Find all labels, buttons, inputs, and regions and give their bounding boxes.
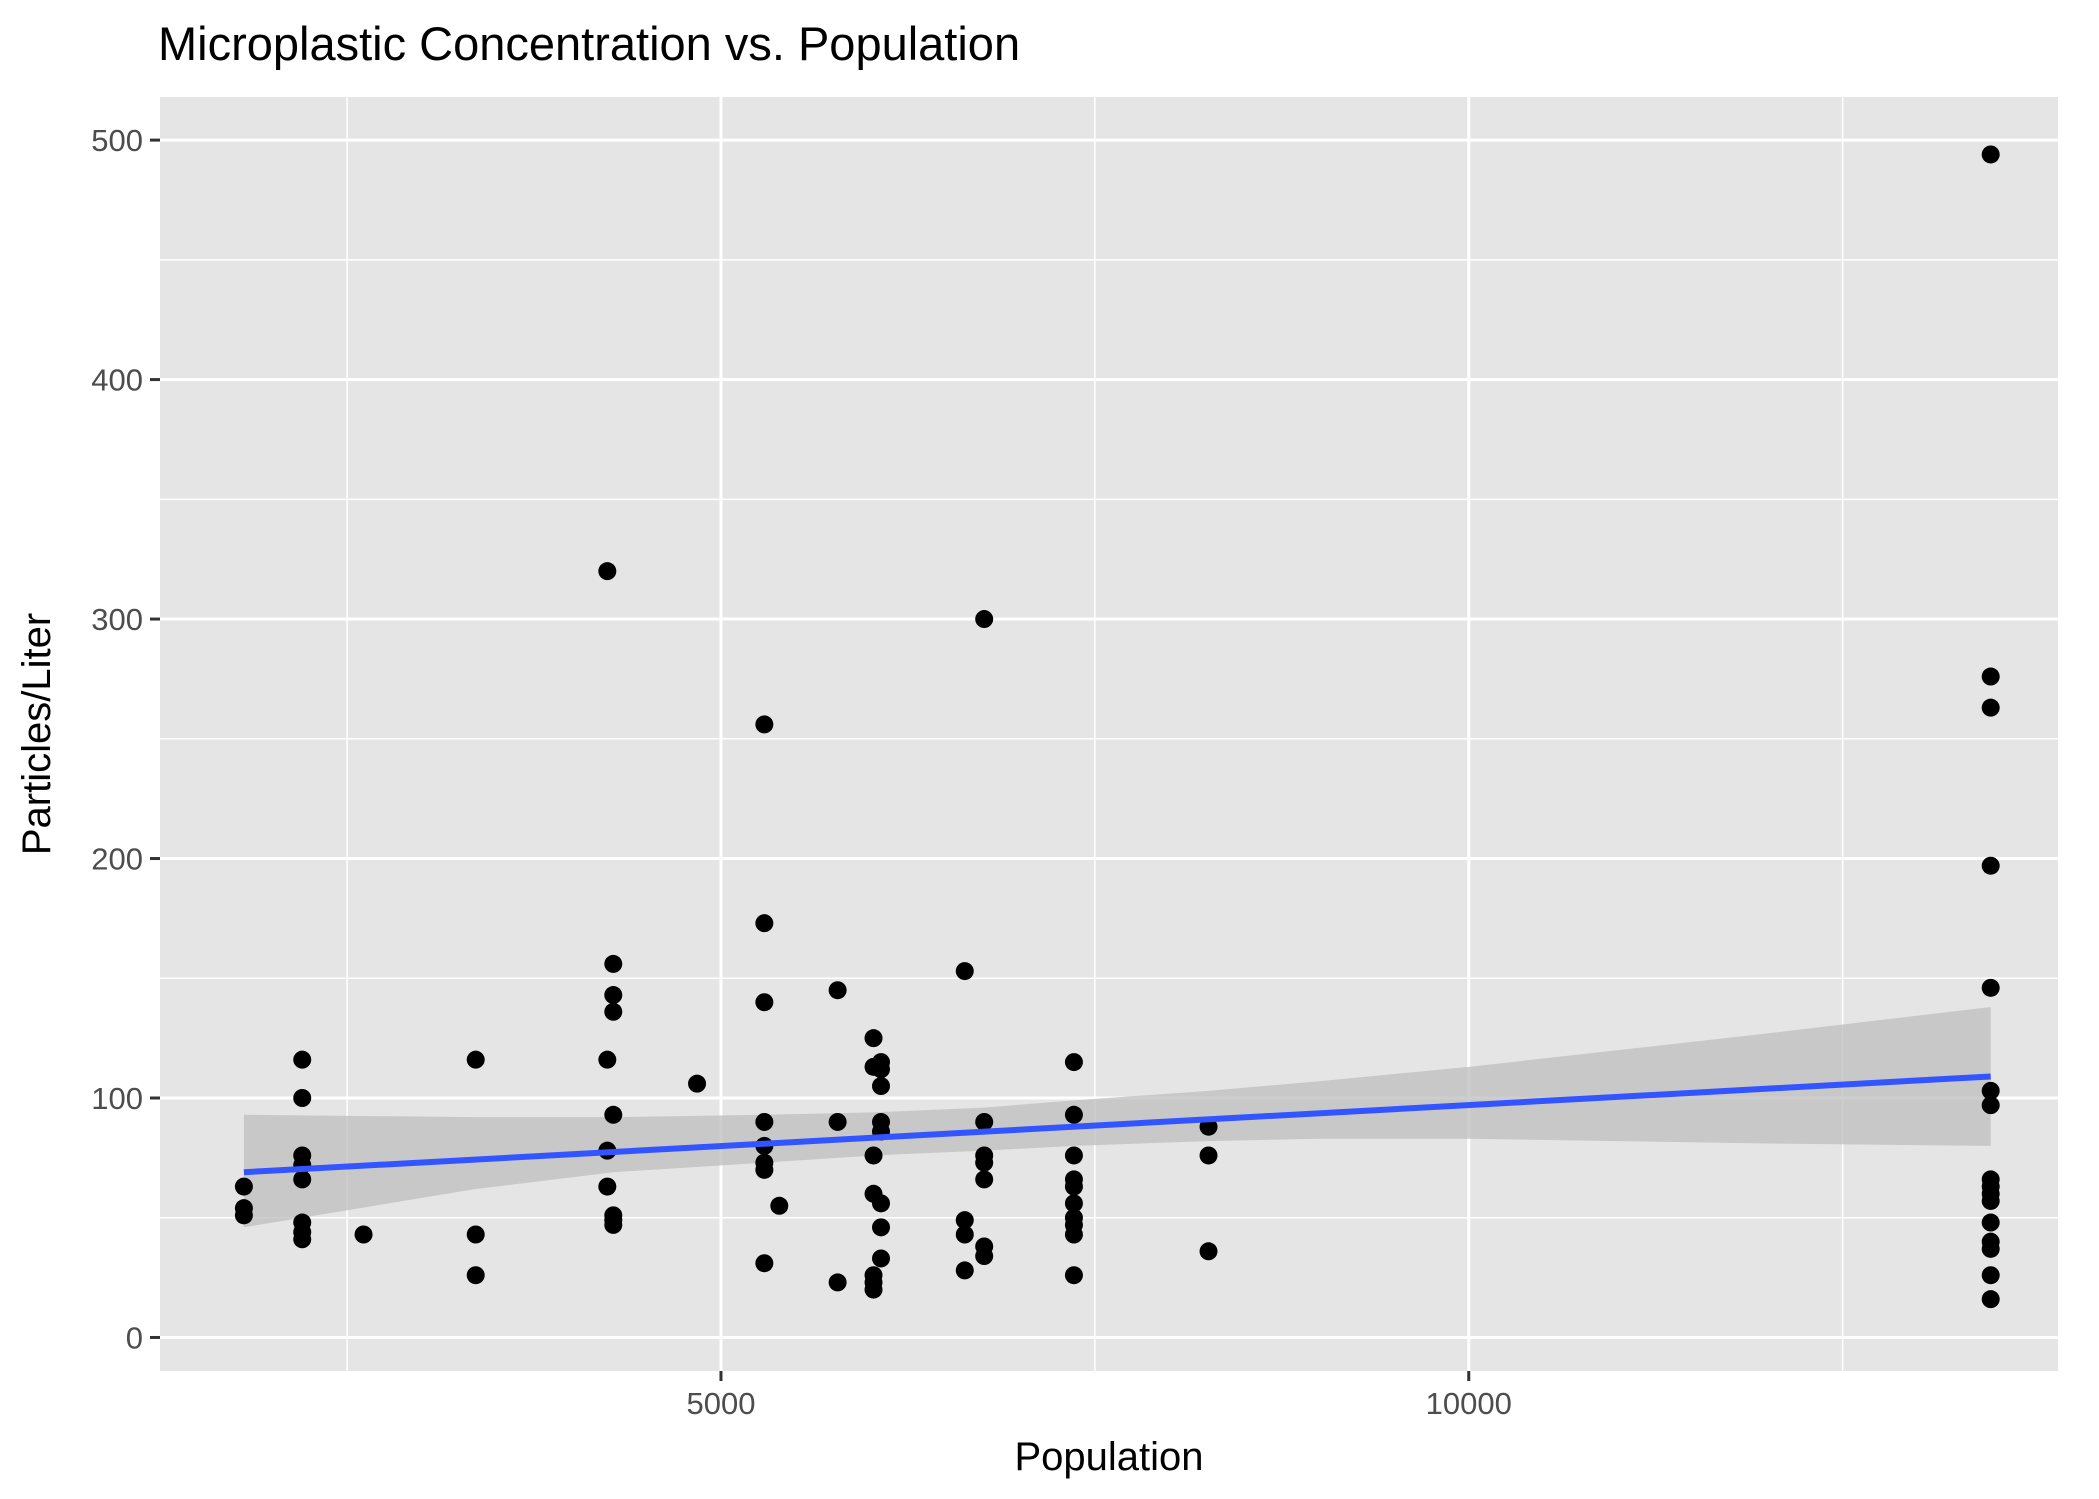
x-tick-label: 10000 [1426, 1386, 1512, 1421]
data-point [598, 562, 617, 581]
data-point [1981, 667, 2000, 686]
data-point [1064, 1225, 1083, 1244]
data-point [872, 1060, 891, 1079]
data-point [293, 1230, 312, 1249]
data-point [598, 1050, 617, 1069]
confidence-band [243, 1007, 1991, 1228]
data-point [975, 1112, 994, 1131]
data-point [1064, 1105, 1083, 1124]
data-point [1981, 1096, 2000, 1115]
y-tick-label: 500 [91, 123, 143, 158]
data-point [872, 1218, 891, 1237]
x-axis-title: Population [1014, 1435, 1203, 1479]
data-point [755, 1160, 774, 1179]
data-point [864, 1146, 883, 1165]
data-point [1199, 1146, 1218, 1165]
data-point [955, 1211, 974, 1230]
data-point [1064, 1053, 1083, 1072]
data-point [293, 1170, 312, 1189]
data-point [828, 981, 847, 1000]
data-point [1981, 698, 2000, 717]
data-point [1064, 1194, 1083, 1213]
y-tick-label: 200 [91, 842, 143, 877]
data-point [828, 1273, 847, 1292]
data-point [604, 954, 623, 973]
trend-line [243, 1073, 1991, 1176]
data-point [1981, 1239, 2000, 1258]
y-axis: 0 100 200 300 400 500 [91, 123, 160, 1355]
data-point [755, 1254, 774, 1273]
data-point [872, 1249, 891, 1268]
data-point [755, 993, 774, 1012]
data-point [466, 1266, 485, 1285]
data-point [955, 1261, 974, 1280]
y-tick-label: 0 [126, 1320, 143, 1355]
data-point [828, 1112, 847, 1131]
data-point [955, 962, 974, 981]
data-point [1981, 1290, 2000, 1309]
data-point [1064, 1177, 1083, 1196]
data-point [293, 1089, 312, 1107]
data-point [1981, 1213, 2000, 1232]
data-point [604, 1002, 623, 1021]
x-axis: 5000 10000 [686, 1371, 1512, 1421]
data-point [864, 1029, 883, 1048]
data-point [755, 715, 774, 734]
data-point [234, 1206, 253, 1225]
data-point [770, 1196, 789, 1215]
data-point [354, 1225, 373, 1244]
data-point [1981, 978, 2000, 997]
data-point [1199, 1242, 1218, 1261]
data-point [755, 914, 774, 933]
data-point [755, 1112, 774, 1131]
confidence-band-layer [243, 1007, 1991, 1228]
data-point [1981, 1266, 2000, 1285]
x-tick-label: 5000 [686, 1386, 755, 1421]
minor-gridlines [160, 97, 2058, 1371]
data-point [293, 1050, 312, 1069]
data-point [1981, 1081, 2000, 1100]
trend-line-layer [243, 1073, 1991, 1176]
y-tick-label: 300 [91, 602, 143, 637]
data-point [1064, 1266, 1083, 1285]
data-point [466, 1225, 485, 1244]
data-point [955, 1225, 974, 1244]
data-point [688, 1074, 707, 1093]
data-point [872, 1077, 891, 1096]
y-tick-label: 400 [91, 363, 143, 398]
data-point [466, 1050, 485, 1069]
data-point [604, 1105, 623, 1124]
data-point [975, 1153, 994, 1172]
data-point [975, 1170, 994, 1189]
data-point [604, 1215, 623, 1234]
y-axis-title: Particles/Liter [15, 613, 59, 855]
data-point [604, 986, 623, 1005]
data-point [1981, 856, 2000, 875]
data-point [975, 1247, 994, 1266]
data-points [234, 145, 2000, 1309]
data-point [872, 1194, 891, 1213]
data-point [864, 1280, 883, 1299]
chart-title: Microplastic Concentration vs. Populatio… [158, 17, 1020, 70]
data-point [598, 1177, 617, 1196]
y-tick-label: 100 [91, 1081, 143, 1116]
data-point [234, 1177, 253, 1196]
data-point [1064, 1146, 1083, 1165]
data-point [1981, 145, 2000, 164]
data-point [975, 610, 994, 629]
data-point [1981, 1191, 2000, 1210]
